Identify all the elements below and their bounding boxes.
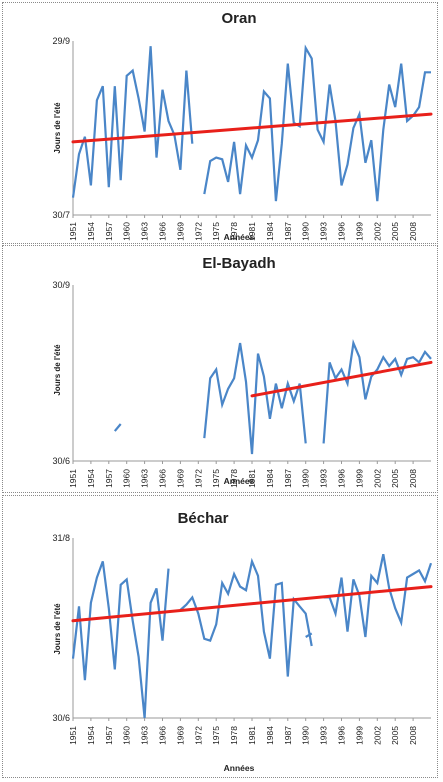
x-tick-label: 1996: [337, 222, 347, 241]
x-tick-label: 1987: [283, 726, 293, 745]
chart-panel-oran: Oran Jours de l'été 29/9 30/7 1951 1954 1957 19…: [2, 2, 438, 244]
chart-oran: Oran Jours de l'été 29/9 30/7 1951 1954 1957 19…: [52, 10, 433, 242]
x-tick-label: 1999: [354, 726, 364, 745]
x-tick-label: 1993: [319, 222, 329, 241]
x-axis-label: Années: [224, 232, 255, 242]
x-tick-label: 1993: [319, 469, 329, 488]
x-tick-label: 1975: [211, 222, 221, 241]
y-tick-label: 30/6: [52, 713, 70, 723]
x-tick-label: 1951: [68, 726, 78, 745]
x-tick-label: 1951: [68, 222, 78, 241]
series-line: [71, 46, 188, 198]
x-tick-label: 1990: [301, 469, 311, 488]
series-line: [323, 553, 433, 638]
x-axis-label: Années: [224, 763, 255, 773]
x-axis-label: Années: [224, 476, 255, 486]
x-tick-label: 1978: [229, 469, 239, 488]
y-axis-label: Jours de l'été: [53, 603, 62, 655]
series-line: [179, 557, 313, 677]
x-tick-label: 1966: [158, 469, 168, 488]
x-tick-label: 1978: [229, 222, 239, 241]
x-tick-label: 1972: [193, 726, 203, 745]
trend-line: [250, 360, 433, 398]
series-line: [322, 339, 432, 444]
y-axis-label: Jours de l'été: [53, 344, 62, 396]
x-tick-label: 1981: [247, 222, 257, 241]
x-tick-label: 1969: [175, 469, 185, 488]
x-tick-label: 1993: [319, 726, 329, 745]
x-tick-label: 1963: [140, 222, 150, 241]
x-tick-label: 2008: [408, 469, 418, 488]
chart-panel-el-bayadh: El-Bayadh Jours de l'été 30/9 30/6 1951 1954 1…: [2, 245, 438, 493]
x-tick-label: 1984: [265, 726, 275, 745]
x-tick-label: 2002: [372, 222, 382, 241]
x-tick-label: 1975: [211, 726, 221, 745]
x-tick-label: 1981: [247, 726, 257, 745]
trend-line: [71, 112, 433, 144]
x-tick-label: 1957: [104, 469, 114, 488]
y-tick-label: 29/9: [52, 36, 70, 46]
chart-title: Oran: [221, 10, 256, 27]
series-line: [203, 342, 307, 455]
x-tick-label: 1963: [140, 469, 150, 488]
y-axis-label: Jours de l'été: [53, 102, 62, 154]
series-line: [305, 632, 313, 638]
x-tick-label: 1960: [122, 469, 132, 488]
chart-el-bayadh: El-Bayadh Jours de l'été 30/9 30/6 1951 1954 1…: [52, 255, 433, 488]
x-tick-label: 1987: [283, 469, 293, 488]
x-tick-label: 2008: [408, 726, 418, 745]
x-tick-label: 1960: [122, 726, 132, 745]
x-tick-label: 2008: [408, 222, 418, 241]
chart-title: El-Bayadh: [202, 255, 275, 272]
x-tick-label: 1984: [265, 222, 275, 241]
x-tick-label: 1963: [140, 726, 150, 745]
x-tick-label: 1969: [175, 726, 185, 745]
chart-bechar: Béchar Jours de l'été 31/8 30/6 1951 1954 1957…: [52, 510, 433, 773]
y-tick-label: 31/8: [52, 533, 70, 543]
x-tick-label: 1990: [301, 222, 311, 241]
x-tick-label: 1957: [104, 726, 114, 745]
series-line: [203, 44, 431, 202]
chart-title: Béchar: [178, 510, 229, 527]
x-tick-label: 2005: [390, 222, 400, 241]
x-tick-label: 2005: [390, 726, 400, 745]
x-tick-label: 1972: [193, 469, 203, 488]
x-tick-label: 1969: [175, 222, 185, 241]
x-tick-label: 1975: [211, 469, 221, 488]
x-tick-label: 1972: [193, 222, 203, 241]
x-tick-label: 1966: [158, 726, 168, 745]
x-tick-label: 1978: [229, 726, 239, 745]
x-tick-label: 1954: [86, 469, 96, 488]
y-tick-label: 30/7: [52, 210, 70, 220]
x-tick-label: 1996: [337, 469, 347, 488]
x-tick-label: 1981: [247, 469, 257, 488]
x-tick-label: 1954: [86, 222, 96, 241]
x-tick-label: 1957: [104, 222, 114, 241]
x-tick-label: 1954: [86, 726, 96, 745]
x-tick-label: 1984: [265, 469, 275, 488]
x-tick-label: 2002: [372, 726, 382, 745]
chart-panel-bechar: Béchar Jours de l'été 31/8 30/6 1951 1954 1957…: [2, 495, 438, 778]
x-tick-label: 1951: [68, 469, 78, 488]
x-tick-label: 1966: [158, 222, 168, 241]
x-tick-label: 1999: [354, 469, 364, 488]
series-line: [71, 561, 170, 719]
series-line: [113, 423, 122, 432]
x-tick-label: 1999: [354, 222, 364, 241]
x-tick-label: 1987: [283, 222, 293, 241]
x-tick-label: 2005: [390, 469, 400, 488]
trend-line: [71, 585, 433, 623]
y-tick-label: 30/9: [52, 280, 70, 290]
x-tick-label: 1960: [122, 222, 132, 241]
y-tick-label: 30/6: [52, 456, 70, 466]
x-tick-label: 2002: [372, 469, 382, 488]
x-tick-label: 1990: [301, 726, 311, 745]
x-tick-label: 1996: [337, 726, 347, 745]
